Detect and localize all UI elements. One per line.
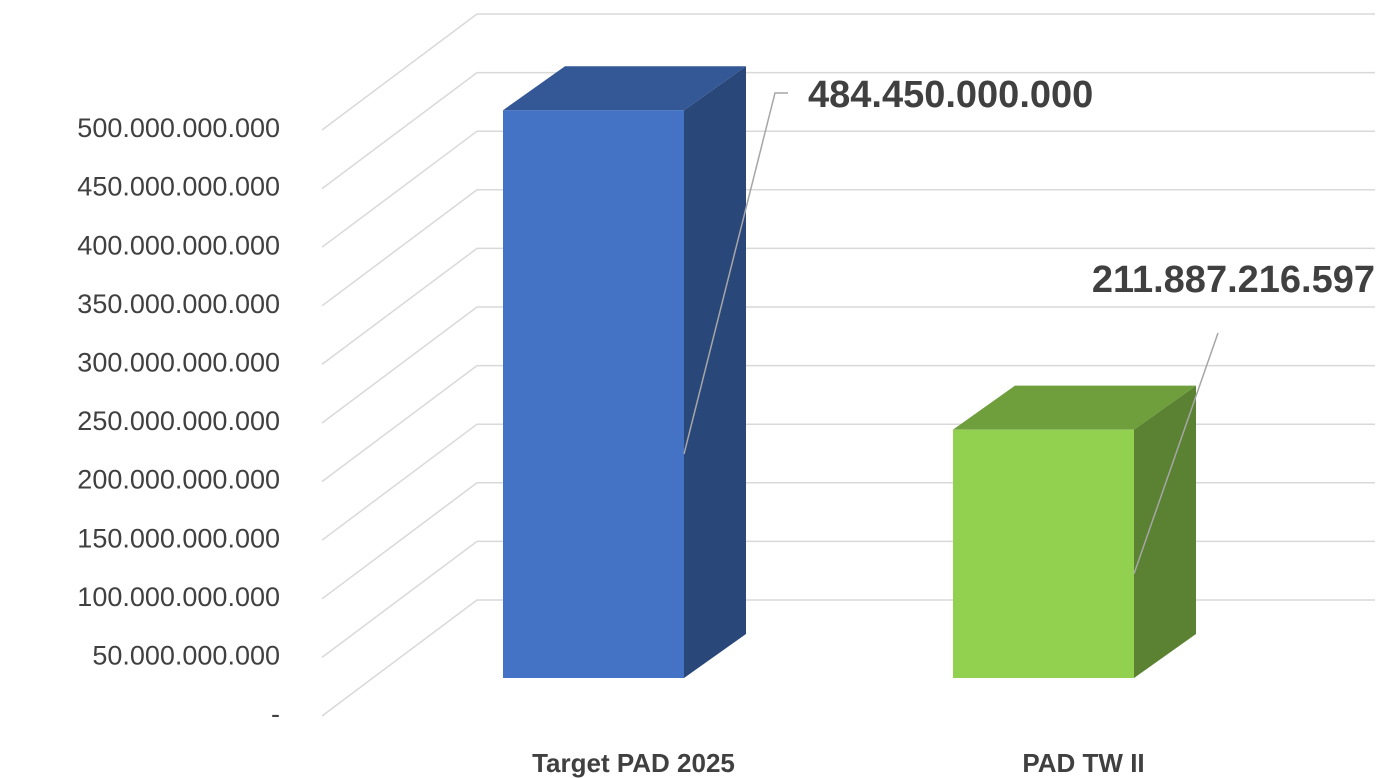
grid-line xyxy=(321,306,1375,424)
x-tick-label: Target PAD 2025 xyxy=(532,748,735,778)
grid-line xyxy=(321,130,1375,248)
grid-line xyxy=(321,247,1375,366)
y-tick-label: 500.000.000.000 xyxy=(77,113,280,143)
y-tick-label: 400.000.000.000 xyxy=(77,230,280,260)
y-tick-label: 200.000.000.000 xyxy=(77,465,280,495)
data-label: 484.450.000.000 xyxy=(808,74,1093,116)
data-label: 211.887.216.597 xyxy=(1092,259,1375,301)
bar-top xyxy=(503,66,746,111)
bar-side xyxy=(684,66,746,678)
y-tick-label: 450.000.000.000 xyxy=(77,172,280,202)
grid-line xyxy=(321,599,1375,717)
y-tick-label: - xyxy=(271,699,280,729)
y-tick-label: 50.000.000.000 xyxy=(92,641,280,671)
grid-line xyxy=(321,364,1375,483)
bar-side xyxy=(1134,385,1196,678)
leader-line xyxy=(683,92,788,455)
y-tick-label: 300.000.000.000 xyxy=(77,348,280,378)
grid-line xyxy=(321,189,1375,307)
bar-top xyxy=(953,385,1196,430)
y-tick-label: 100.000.000.000 xyxy=(77,582,280,612)
bar xyxy=(503,110,684,678)
y-tick-label: 150.000.000.000 xyxy=(77,523,280,553)
grid-line xyxy=(321,71,1375,190)
y-tick-label: 250.000.000.000 xyxy=(77,406,280,436)
x-tick-label: PAD TW II xyxy=(1022,748,1144,778)
y-tick-label: 350.000.000.000 xyxy=(77,289,280,319)
grid-line xyxy=(321,13,1375,131)
bar xyxy=(953,429,1134,678)
leader-line xyxy=(1133,332,1219,575)
